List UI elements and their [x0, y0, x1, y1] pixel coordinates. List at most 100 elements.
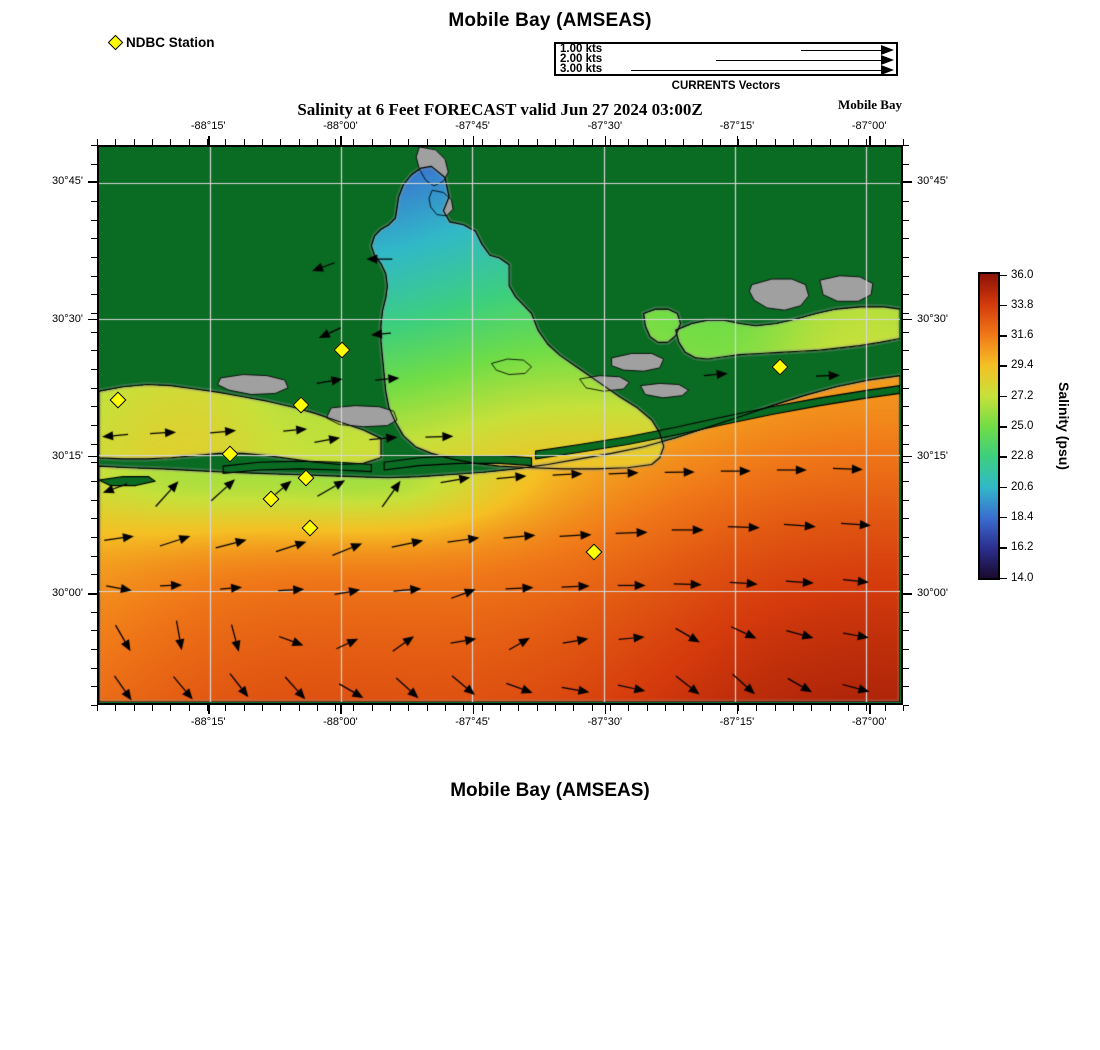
ndbc-station-marker[interactable]: [333, 341, 351, 359]
y-minor-tick: [903, 555, 909, 557]
x-minor-tick: [188, 705, 190, 711]
colorbar-tick-label: 20.6: [1011, 480, 1034, 493]
x-minor-tick: [206, 705, 208, 711]
x-axis-label: -88°00': [323, 120, 358, 132]
ndbc-station-marker[interactable]: [292, 396, 310, 414]
y-major-tick: [903, 593, 912, 595]
ndbc-station-marker[interactable]: [585, 543, 603, 561]
x-minor-tick: [390, 705, 392, 711]
ndbc-station-marker[interactable]: [297, 469, 315, 487]
x-minor-tick: [353, 705, 355, 711]
x-minor-tick: [316, 705, 318, 711]
y-minor-tick: [903, 219, 909, 221]
y-minor-tick: [903, 537, 909, 538]
ndbc-station-marker[interactable]: [221, 445, 239, 463]
x-major-tick: [340, 136, 342, 145]
y-minor-tick: [903, 163, 909, 165]
ndbc-station-marker[interactable]: [771, 358, 789, 376]
x-minor-tick: [756, 705, 758, 711]
y-minor-tick: [903, 145, 909, 146]
x-major-tick: [604, 705, 607, 714]
ndbc-station-legend-label: NDBC Station: [126, 35, 215, 50]
colorbar-tick-label: 36.0: [1011, 268, 1034, 281]
y-minor-tick: [903, 313, 909, 314]
y-minor-tick: [903, 443, 909, 445]
x-minor-tick: [719, 705, 721, 711]
ndbc-station-marker[interactable]: [301, 519, 319, 537]
x-minor-tick: [463, 705, 465, 711]
x-minor-tick: [445, 705, 447, 711]
salinity-map[interactable]: [97, 145, 903, 705]
colorbar-gradient: [978, 272, 1000, 580]
y-minor-tick: [903, 238, 909, 240]
y-minor-tick: [903, 387, 909, 389]
x-minor-tick: [738, 705, 740, 711]
colorbar-tick: [1000, 335, 1007, 337]
colorbar-tick: [1000, 547, 1007, 549]
x-major-tick: [736, 136, 739, 145]
y-minor-tick: [903, 406, 909, 408]
ndbc-station-marker[interactable]: [109, 391, 127, 409]
x-minor-tick: [371, 705, 373, 711]
salinity-field-canvas: [99, 147, 900, 702]
x-axis-label: -87°00': [851, 716, 887, 728]
y-axis-label: 30°15': [917, 449, 948, 462]
footer-title: Mobile Bay (AMSEAS): [450, 780, 650, 801]
colorbar-tick: [1000, 395, 1007, 398]
x-minor-tick: [243, 705, 245, 711]
y-minor-tick: [903, 649, 909, 650]
x-minor-tick: [683, 705, 685, 711]
x-major-tick: [869, 136, 871, 145]
y-minor-tick: [903, 630, 909, 632]
y-minor-tick: [903, 275, 909, 277]
x-minor-tick: [609, 705, 611, 711]
x-minor-tick: [97, 705, 98, 711]
yellow-diamond-icon: [107, 34, 124, 51]
y-minor-tick: [903, 369, 909, 370]
x-minor-tick: [664, 705, 666, 711]
ndbc-station-marker[interactable]: [262, 490, 280, 508]
x-axis-label: -87°45': [455, 120, 490, 132]
currents-legend-arrowhead-icon: [881, 55, 894, 65]
y-minor-tick: [903, 667, 909, 669]
y-axis-label: 30°30': [917, 312, 948, 325]
x-major-tick: [340, 705, 342, 714]
currents-legend-caption: CURRENTS Vectors: [671, 80, 781, 92]
currents-legend-row: 1.00 kts: [556, 43, 896, 56]
x-major-tick: [604, 136, 607, 145]
y-minor-tick: [903, 705, 909, 706]
y-minor-tick: [903, 499, 909, 501]
currents-legend-speed-label: 2.00 kts: [560, 53, 603, 65]
colorbar-tick: [1000, 516, 1007, 519]
y-major-tick: [88, 593, 97, 595]
y-minor-tick: [903, 201, 909, 202]
y-axis-label: 30°45': [917, 175, 948, 188]
currents-legend-speed-label: 3.00 kts: [560, 63, 603, 75]
x-axis-label: -87°15': [719, 120, 755, 132]
currents-legend-row: 2.00 kts: [556, 53, 896, 66]
currents-legend-shaft: [801, 50, 881, 52]
x-major-tick: [208, 705, 210, 714]
x-major-tick: [208, 136, 210, 145]
x-minor-tick: [554, 705, 556, 711]
y-minor-tick: [91, 705, 97, 706]
x-minor-tick: [133, 705, 135, 711]
colorbar-tick: [1000, 426, 1007, 428]
y-minor-tick: [903, 518, 909, 520]
x-minor-tick: [829, 705, 831, 711]
y-axis-label: 30°45': [52, 175, 83, 188]
x-minor-tick: [170, 705, 172, 711]
colorbar-tick: [1000, 365, 1007, 367]
x-minor-tick: [408, 705, 410, 711]
y-major-tick: [903, 318, 912, 321]
x-minor-tick: [573, 705, 575, 711]
y-axis-label: 30°00': [52, 587, 83, 599]
y-minor-tick: [903, 182, 909, 184]
y-axis-label: 30°00': [917, 587, 948, 599]
colorbar-tick-label: 25.0: [1011, 420, 1034, 432]
currents-legend-shaft: [716, 60, 881, 62]
y-minor-tick: [903, 611, 909, 613]
x-axis-label: -87°00': [851, 120, 887, 132]
x-minor-tick: [518, 705, 520, 711]
x-minor-tick: [426, 705, 428, 711]
